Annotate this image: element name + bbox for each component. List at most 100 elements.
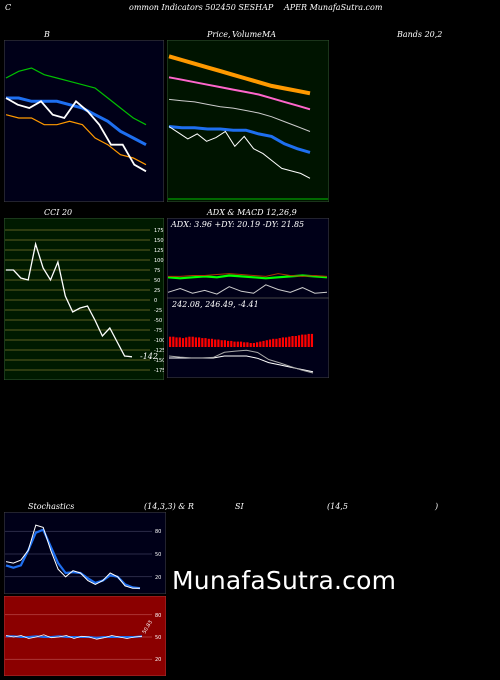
macd-bar-30 — [265, 340, 268, 347]
macd-bar-12 — [207, 338, 210, 347]
stoch-title-b: (14,3,3) & R — [144, 502, 194, 511]
macd-bar-21 — [236, 341, 239, 347]
adx-series-2 — [167, 284, 328, 295]
price-title-a: Price, — [207, 30, 231, 39]
cci-tick-label-14: -175 — [154, 368, 164, 374]
macd-bar-20 — [233, 341, 236, 347]
cci-tick-label-10: -75 — [154, 328, 162, 334]
bb-series-1 — [6, 96, 147, 147]
cci-current-label: -142 — [140, 352, 158, 361]
macd-bar-40 — [297, 335, 301, 347]
macd-bar-24 — [246, 342, 249, 347]
rsi-tick-label-0: 80 — [155, 613, 161, 619]
rsi-line — [5, 634, 143, 640]
macd-bar-32 — [272, 338, 275, 347]
bb-series-3 — [5, 97, 147, 173]
price-series-0 — [168, 54, 311, 96]
bb-series-0 — [5, 67, 147, 126]
header-right: APER MunafaSutra.com — [284, 3, 383, 12]
bollinger-chart — [4, 40, 164, 202]
cci-tick-label-11: -100 — [154, 338, 164, 344]
stoch-title-a: Stochastics — [28, 502, 75, 511]
macd-bar-8 — [194, 337, 198, 347]
adx-panel: ADX: 3.96 +DY: 20.19 -DY: 21.85 — [167, 218, 329, 298]
macd-bar-1 — [172, 336, 175, 347]
macd-bar-18 — [227, 340, 230, 347]
adx-title: ADX & MACD 12,26,9 — [207, 208, 297, 217]
macd-bar-9 — [198, 337, 201, 347]
macd-bar-42 — [304, 334, 307, 347]
price-chart — [167, 40, 329, 202]
cci-tick-label-9: -50 — [154, 318, 162, 324]
macd-bar-15 — [217, 339, 220, 347]
bollinger-panel — [4, 40, 164, 202]
macd-bar-37 — [288, 336, 291, 347]
adx-label: ADX: 3.96 +DY: 20.19 -DY: 21.85 — [171, 220, 305, 229]
macd-bar-34 — [278, 338, 281, 347]
macd-bar-44 — [310, 333, 314, 347]
macd-line — [168, 349, 314, 374]
macd-bar-35 — [281, 337, 285, 347]
cci-tick-label-8: -25 — [154, 308, 162, 314]
price-title-c: MA — [262, 30, 276, 39]
adx-series-1 — [168, 273, 328, 277]
stoch-tick-label-1: 50 — [155, 552, 161, 558]
cci-tick-label-0: 175 — [154, 228, 164, 234]
macd-bar-43 — [307, 333, 310, 347]
macd-bar-22 — [239, 341, 243, 347]
adx-chart — [167, 218, 329, 298]
cci-line — [6, 241, 133, 358]
macd-bar-0 — [169, 336, 172, 347]
macd-panel: 242.08, 246.49, -4.41 — [167, 298, 329, 378]
stoch-tick-label-2: 20 — [155, 575, 161, 581]
macd-bar-2 — [175, 337, 178, 347]
stochastic-chart: 80 50 20 — [4, 512, 166, 594]
watermark: MunafaSutra.com — [172, 566, 397, 595]
cci-tick-label-12: -125 — [154, 348, 164, 354]
rsi-tick-label-1: 50 — [155, 635, 161, 641]
cci-tick-label-1: 150 — [154, 238, 164, 244]
macd-chart — [167, 298, 329, 378]
price-series-4 — [168, 126, 311, 179]
price-panel — [167, 40, 329, 202]
macd-bar-19 — [230, 340, 233, 347]
stoch-title-c: SI — [235, 502, 244, 511]
stoch-tick-label-0: 80 — [155, 529, 161, 535]
macd-bar-28 — [259, 341, 262, 347]
price-series-2 — [168, 98, 311, 132]
rsi-tick-label-2: 20 — [155, 657, 161, 663]
macd-bar-23 — [243, 342, 246, 347]
macd-bar-16 — [220, 340, 223, 347]
macd-bar-26 — [252, 343, 256, 347]
header-mid: ommon Indicators 502450 SESHAP — [129, 3, 274, 12]
bb-title: B — [44, 30, 50, 39]
cci-tick-label-6: 25 — [154, 288, 160, 294]
cci-panel: 175 150 125 100 75 50 25 0 -25 -50 -75 -100 -125 -150… — [4, 218, 164, 380]
macd-bar-17 — [223, 340, 227, 347]
stoch-title-d: (14,5 — [327, 502, 348, 511]
macd-label: 242.08, 246.49, -4.41 — [172, 300, 259, 309]
macd-bar-39 — [294, 336, 297, 347]
cci-tick-label-2: 125 — [154, 248, 164, 254]
cci-tick-label-4: 75 — [154, 268, 160, 274]
macd-bar-33 — [275, 338, 278, 347]
cci-chart: 175 150 125 100 75 50 25 0 -25 -50 -75 -100 -125 -150… — [4, 218, 164, 380]
macd-bar-36 — [285, 337, 288, 347]
cci-tick-label-13: -150 — [154, 358, 164, 364]
macd-bar-41 — [301, 334, 304, 347]
macd-bar-25 — [249, 343, 252, 347]
bb-series-2 — [5, 114, 147, 166]
macd-bar-38 — [291, 336, 294, 347]
macd-bar-14 — [214, 339, 217, 347]
rsi-panel: 80 50 20 50.83 — [4, 596, 166, 676]
price-series-1 — [168, 76, 311, 111]
macd-bar-4 — [181, 338, 185, 347]
macd-bar-27 — [256, 342, 259, 347]
bands-title: Bands 20,2 — [397, 30, 443, 39]
macd-bar-29 — [262, 340, 265, 347]
adx-series-0 — [167, 274, 328, 280]
stoch-title-e: ) — [435, 502, 439, 511]
price-series-3 — [168, 125, 311, 154]
cci-title: CCI 20 — [44, 208, 73, 217]
